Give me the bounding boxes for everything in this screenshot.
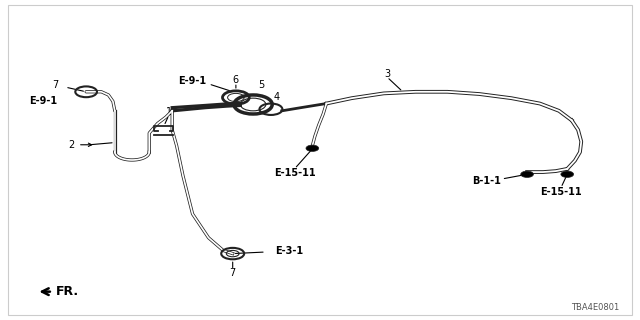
Text: B-1-1: B-1-1 <box>472 176 501 186</box>
Text: E-9-1: E-9-1 <box>29 96 57 106</box>
Circle shape <box>306 145 319 151</box>
Text: 6: 6 <box>233 75 239 85</box>
Text: FR.: FR. <box>42 285 79 298</box>
Text: E-15-11: E-15-11 <box>540 187 582 197</box>
Text: 2: 2 <box>68 140 75 150</box>
Text: E-3-1: E-3-1 <box>275 246 303 256</box>
Text: E-15-11: E-15-11 <box>274 168 316 178</box>
Text: 5: 5 <box>259 79 264 90</box>
Text: 7: 7 <box>52 80 59 90</box>
Text: TBA4E0801: TBA4E0801 <box>572 303 620 312</box>
Text: E-9-1: E-9-1 <box>179 76 207 86</box>
Text: 3: 3 <box>384 69 390 79</box>
Text: 7: 7 <box>230 268 236 278</box>
Circle shape <box>521 171 534 178</box>
Text: 1: 1 <box>166 108 172 117</box>
Circle shape <box>561 171 573 178</box>
Text: 4: 4 <box>274 92 280 101</box>
